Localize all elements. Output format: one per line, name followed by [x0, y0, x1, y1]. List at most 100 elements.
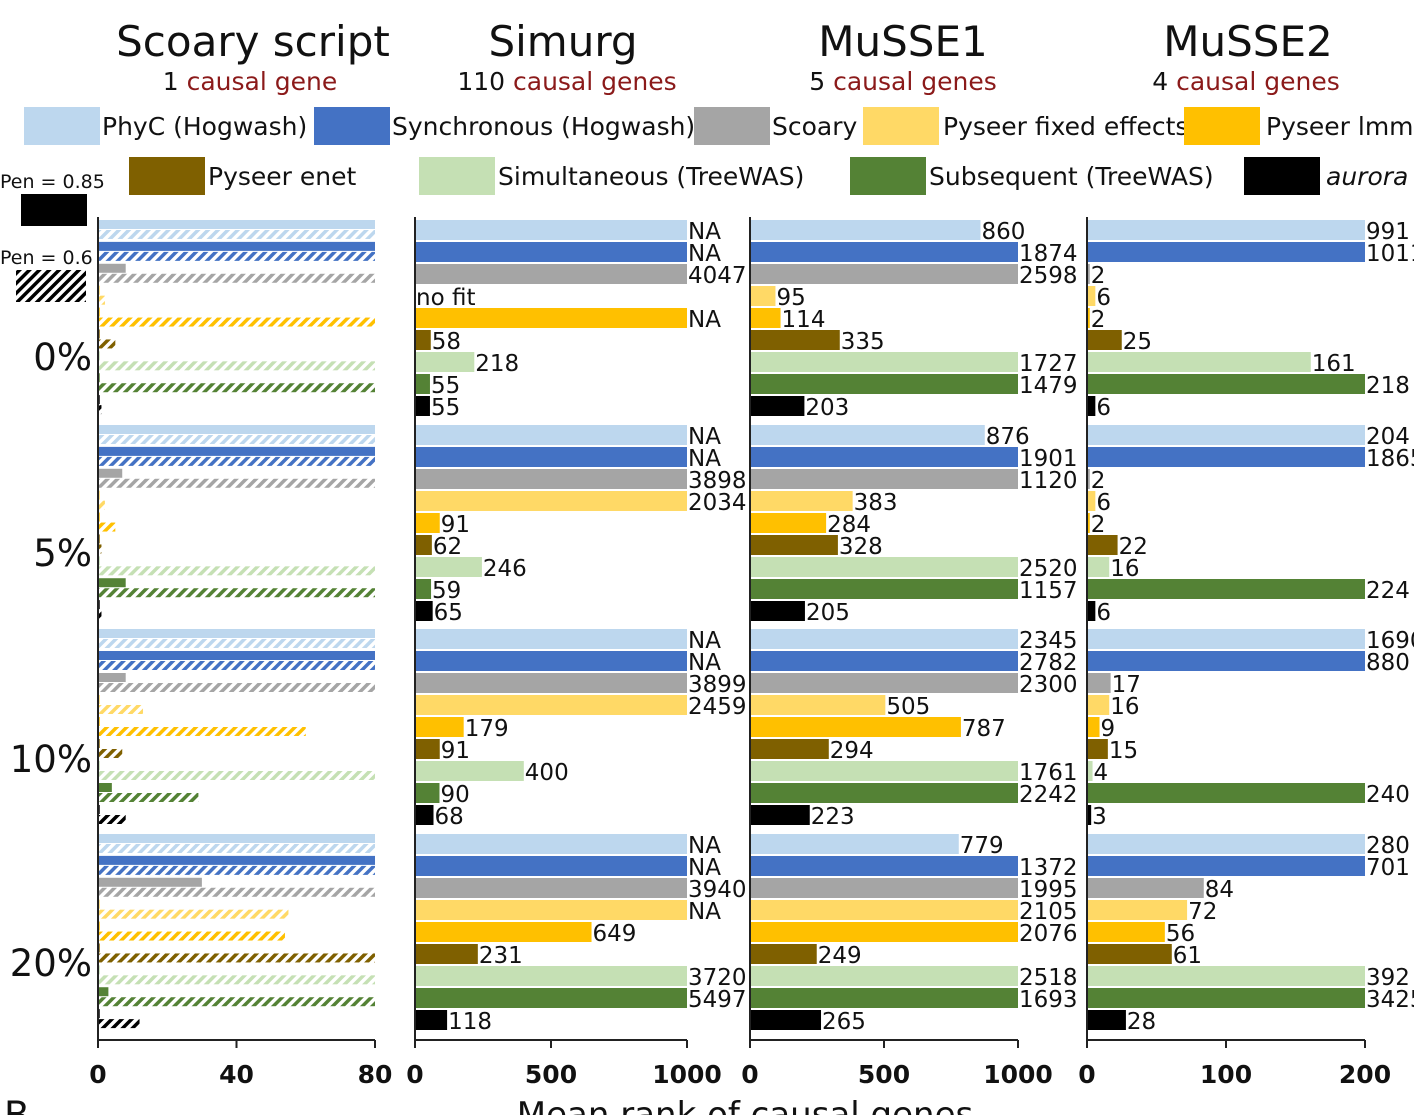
bar-label-p1-pyseer_lmm: 649 [593, 921, 637, 947]
bar-scoary-phyc-pen06 [98, 435, 375, 444]
legend-swatch-subsequent [850, 157, 926, 195]
bar-label-p2-scoary: 2300 [1019, 672, 1078, 698]
bar-scoary-pyseer_fixed-pen06 [98, 295, 105, 305]
bar-p1-phyc [415, 425, 687, 445]
bar-scoary-simultaneous-pen06 [98, 361, 375, 371]
bar-scoary-pyseer_enet-pen06 [98, 749, 123, 758]
panel-label: B [4, 1094, 29, 1115]
bar-p1-pyseer_enet [415, 535, 432, 555]
pen-hatched-label: Pen = 0.6 [0, 247, 93, 269]
panel-title-scoary: Scoary script [116, 17, 390, 66]
bar-p2-pyseer_fixed [750, 900, 1018, 920]
bar-p2-aurora [750, 396, 805, 416]
bar-label-p1-pyseer_enet: 231 [479, 943, 523, 969]
bar-p3-synchronous [1087, 651, 1365, 671]
bar-p1-simultaneous [415, 352, 475, 372]
bar-label-p1-pyseer_fixed: 2034 [688, 490, 747, 516]
legend-label-synchronous: Synchronous (Hogwash) [392, 112, 695, 141]
bar-label-p1-scoary: 4047 [688, 263, 747, 289]
bar-label-p2-pyseer_enet: 249 [818, 943, 862, 969]
bar-scoary-phyc-pen085 [98, 220, 375, 229]
legend-swatch-scoary [694, 107, 770, 145]
bar-label-p3-scoary: 2 [1091, 263, 1106, 289]
bar-scoary-synchronous-pen085 [98, 241, 375, 251]
bar-p2-phyc [750, 834, 959, 854]
x-tick-label: 200 [1339, 1060, 1391, 1089]
row-label-0: 0% [33, 336, 92, 379]
bar-p2-synchronous [750, 242, 1018, 262]
bar-label-p2-pyseer_enet: 328 [839, 534, 883, 560]
bar-scoary-subsequent-pen06 [98, 383, 375, 393]
bar-label-p1-scoary: 3940 [688, 877, 747, 903]
bar-p2-subsequent [750, 988, 1018, 1008]
bar-label-p2-pyseer_fixed: 95 [776, 285, 805, 311]
bar-scoary-phyc-pen085 [98, 425, 375, 434]
x-tick-label: 1000 [652, 1060, 722, 1089]
bar-p2-subsequent [750, 579, 1018, 599]
bar-label-p2-pyseer_enet: 294 [830, 738, 874, 764]
bar-label-p3-pyseer_lmm: 56 [1166, 921, 1195, 947]
bar-label-p1-aurora: 68 [434, 804, 463, 830]
bar-label-p2-subsequent: 1157 [1019, 578, 1078, 604]
legend: PhyC (Hogwash) Synchronous (Hogwash) Sco… [24, 107, 1414, 195]
bar-p1-pyseer_enet [415, 944, 478, 964]
bar-p2-scoary [750, 469, 1018, 489]
legend-swatch-pyseer-enet [129, 157, 205, 195]
bar-label-p2-simultaneous: 2518 [1019, 965, 1078, 991]
bar-scoary-phyc-pen085 [98, 629, 375, 638]
bar-p3-aurora [1087, 396, 1096, 416]
bar-p3-phyc [1087, 629, 1365, 649]
bar-p2-simultaneous [750, 557, 1018, 577]
bar-label-p2-aurora: 205 [806, 600, 850, 626]
row-label-2: 10% [10, 738, 92, 781]
legend-swatch-pyseer-lmm [1184, 107, 1260, 145]
bar-label-p2-simultaneous: 1761 [1019, 760, 1078, 786]
panel-subtitle-scoary: 1 causal gene [163, 67, 337, 96]
panel-subtitle-musse2: 4 causal genes [1152, 67, 1340, 96]
bar-p3-pyseer_fixed [1087, 900, 1188, 920]
legend-label-pyseer-lmm: Pyseer lmm [1266, 112, 1414, 141]
subtitle-count: 110 [457, 67, 505, 96]
bar-label-p3-pyseer_fixed: 6 [1096, 285, 1111, 311]
bar-label-p1-subsequent: 90 [440, 782, 469, 808]
bar-scoary-scoary-pen085 [98, 263, 126, 273]
bar-label-p2-pyseer_fixed: 2105 [1019, 899, 1078, 925]
bar-label-p2-synchronous: 1874 [1019, 241, 1078, 267]
bar-label-p1-simultaneous: 218 [475, 351, 519, 377]
bar-p1-aurora [415, 805, 434, 825]
bar-scoary-scoary-pen06 [98, 478, 375, 488]
bar-p3-aurora [1087, 805, 1092, 825]
bar-label-p1-simultaneous: 3720 [688, 965, 747, 991]
bar-scoary-synchronous-pen06 [98, 456, 375, 466]
bar-label-p3-aurora: 6 [1096, 600, 1111, 626]
bar-scoary-synchronous-pen06 [98, 251, 375, 261]
bar-scoary-scoary-pen06 [98, 683, 375, 692]
bar-label-p1-subsequent: 55 [431, 373, 460, 399]
bar-label-p2-aurora: 223 [811, 804, 855, 830]
bar-label-p3-simultaneous: 392 [1366, 965, 1410, 991]
legend-label-aurora: aurora [1326, 162, 1408, 191]
panel-subtitle-simurg: 110 causal genes [457, 67, 676, 96]
bar-p1-pyseer_fixed [415, 900, 687, 920]
bar-p2-scoary [750, 878, 1018, 898]
bar-scoary-subsequent-pen085 [98, 987, 109, 997]
bar-p3-subsequent [1087, 783, 1365, 803]
bar-p1-subsequent [415, 579, 432, 599]
bar-label-p1-synchronous: NA [688, 650, 721, 676]
bar-label-p2-pyseer_lmm: 2076 [1019, 921, 1078, 947]
bar-scoary-pyseer_fixed-pen06 [98, 705, 144, 714]
bar-label-p1-phyc: NA [688, 219, 721, 245]
bar-scoary-aurora-pen06 [98, 610, 102, 620]
bar-label-p3-pyseer_enet: 22 [1119, 534, 1148, 560]
bar-p1-pyseer_lmm [415, 922, 592, 942]
bar-label-p1-pyseer_enet: 62 [433, 534, 462, 560]
subtitle-count: 1 [163, 67, 179, 96]
bar-scoary-phyc-pen06 [98, 639, 375, 648]
bar-p3-phyc [1087, 425, 1365, 445]
bar-label-p3-simultaneous: 16 [1110, 556, 1139, 582]
pen-solid-label: Pen = 0.85 [0, 171, 105, 193]
legend-label-pyseer-enet: Pyseer enet [208, 162, 356, 191]
bar-scoary-scoary-pen085 [98, 468, 123, 478]
bar-label-p1-pyseer_fixed: NA [688, 899, 721, 925]
bar-label-p3-pyseer_lmm: 9 [1101, 716, 1116, 742]
